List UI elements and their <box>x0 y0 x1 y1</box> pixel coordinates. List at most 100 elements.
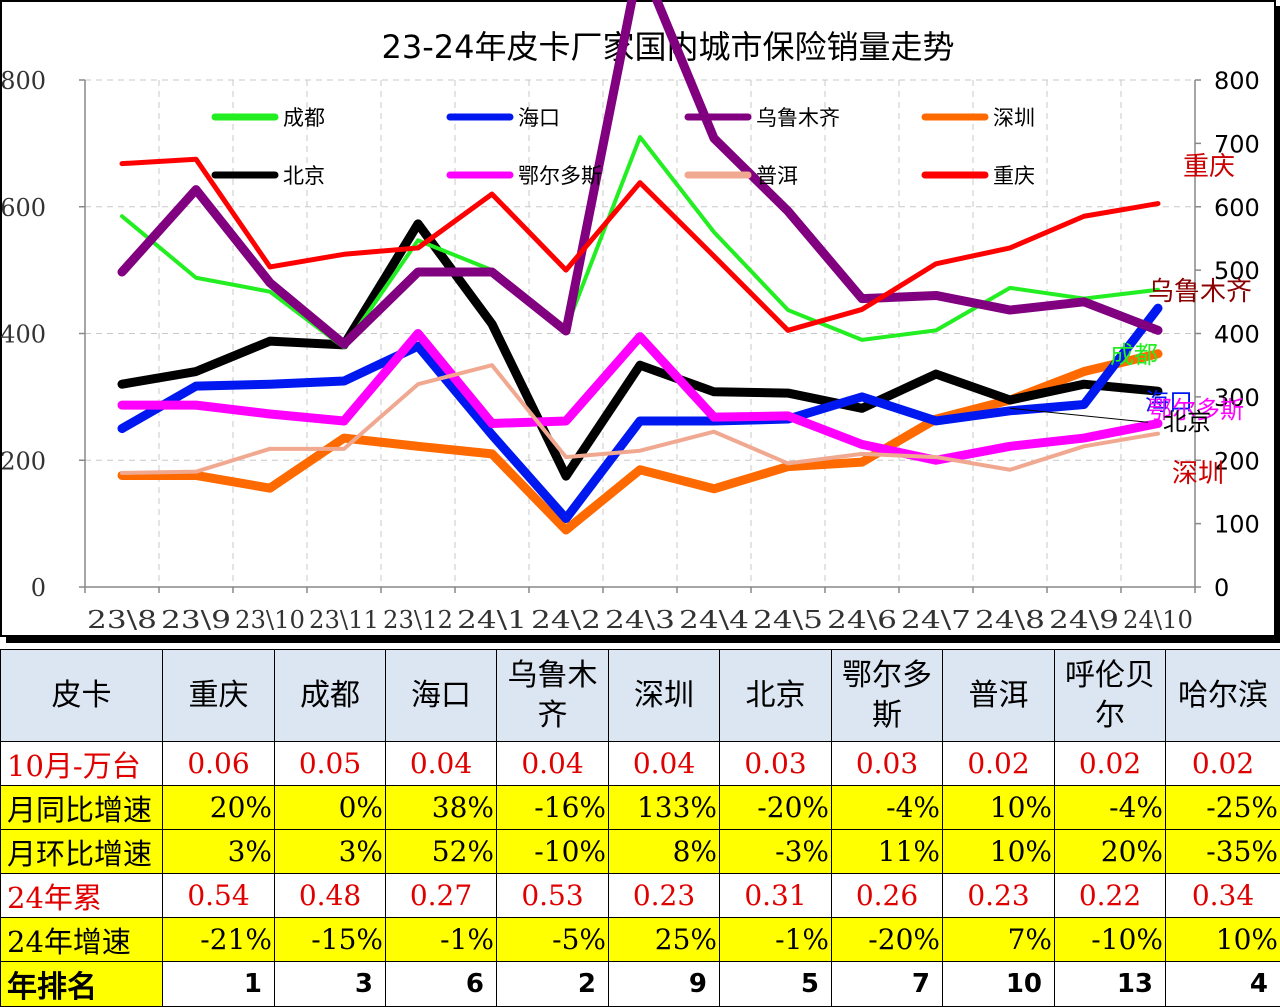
table-cell: 3% <box>275 830 386 874</box>
end-label: 重庆 <box>1183 152 1235 182</box>
x-tick-label: 24\9 <box>1049 606 1119 634</box>
table-cell: 5 <box>720 962 832 1007</box>
table-cell: 25% <box>609 918 720 962</box>
table-cell: 13 <box>1055 962 1166 1007</box>
table-cell: 0.26 <box>832 874 943 918</box>
x-tick-label: 24\4 <box>679 606 749 634</box>
table-cell: 6 <box>386 962 497 1007</box>
header-cell: 鄂尔多斯 <box>832 650 943 742</box>
table-cell: 0.02 <box>943 742 1055 786</box>
x-tick-label: 24\10 <box>1123 606 1193 634</box>
table-cell: -4% <box>832 786 943 830</box>
right-tick-label: 600 <box>1214 194 1260 222</box>
table-cell: 0.06 <box>163 742 275 786</box>
legend-label: 海口 <box>518 106 560 130</box>
end-label: 成都 <box>1110 341 1158 369</box>
series-lines <box>122 0 1158 530</box>
table-cell: 8% <box>609 830 720 874</box>
end-label: 深圳 <box>1172 459 1224 489</box>
x-tick-label: 24\3 <box>605 606 675 634</box>
table-cell: -20% <box>832 918 943 962</box>
x-tick-label: 23\12 <box>383 606 453 634</box>
table-cell: 0.22 <box>1055 874 1166 918</box>
table-cell: 9 <box>609 962 720 1007</box>
table-cell: -20% <box>720 786 832 830</box>
row-label: 月同比增速 <box>1 786 163 830</box>
table-cell: 0.04 <box>386 742 497 786</box>
table-cell: 0.02 <box>1166 742 1280 786</box>
line-chart: 23-24年皮卡厂家国内城市保险销量走势 0200400600800010020… <box>0 0 1276 637</box>
x-tick-label: 24\7 <box>901 606 971 634</box>
header-cell: 呼伦贝尔 <box>1055 650 1166 742</box>
header-cell: 北京 <box>720 650 832 742</box>
table-cell: -25% <box>1166 786 1280 830</box>
table-cell: 0.53 <box>497 874 609 918</box>
legend-label: 乌鲁木齐 <box>756 106 840 130</box>
table-cell: 3% <box>163 830 275 874</box>
header-cell: 重庆 <box>163 650 275 742</box>
end-label: 北京 <box>1163 408 1211 436</box>
beijing-leader-line <box>1010 408 1148 422</box>
table-cell: -16% <box>497 786 609 830</box>
table-cell: 0.03 <box>832 742 943 786</box>
table-cell: 7 <box>832 962 943 1007</box>
table-cell: 0.05 <box>275 742 386 786</box>
table-cell: 10% <box>943 830 1055 874</box>
table-cell: 1 <box>163 962 275 1007</box>
table-cell: 38% <box>386 786 497 830</box>
table-cell: 10% <box>1166 918 1280 962</box>
table-cell: -1% <box>386 918 497 962</box>
legend-label: 鄂尔多斯 <box>518 164 602 188</box>
table-cell: -4% <box>1055 786 1166 830</box>
left-tick-label: 600 <box>0 194 46 222</box>
right-tick-label: 400 <box>1214 321 1260 349</box>
x-tick-label: 23\10 <box>235 606 305 634</box>
table-cell: 0.34 <box>1166 874 1280 918</box>
x-tick-label: 24\6 <box>827 606 897 634</box>
table-row: 24年增速-21%-15%-1%-5%25%-1%-20%7%-10%10% <box>1 918 1280 962</box>
table-cell: 0.23 <box>609 874 720 918</box>
table-cell: -10% <box>1055 918 1166 962</box>
table-cell: -35% <box>1166 830 1280 874</box>
left-tick-label: 800 <box>0 67 46 95</box>
header-cell: 乌鲁木齐 <box>497 650 609 742</box>
header-cell: 皮卡 <box>1 650 163 742</box>
left-tick-label: 400 <box>0 321 46 349</box>
table-cell: 7% <box>943 918 1055 962</box>
table-cell: -15% <box>275 918 386 962</box>
table-cell: 2 <box>497 962 609 1007</box>
left-tick-label: 200 <box>0 447 46 475</box>
table-cell: -3% <box>720 830 832 874</box>
x-tick-label: 24\8 <box>975 606 1045 634</box>
series-line-北京 <box>122 224 1158 476</box>
x-tick-label: 24\1 <box>457 606 527 634</box>
table-cell: 0.48 <box>275 874 386 918</box>
x-tick-label: 23\11 <box>309 606 379 634</box>
table-cell: -5% <box>497 918 609 962</box>
header-cell: 哈尔滨 <box>1166 650 1280 742</box>
right-tick-label: 0 <box>1214 574 1229 602</box>
table-cell: 0.04 <box>497 742 609 786</box>
legend-label: 深圳 <box>993 106 1035 130</box>
x-tick-label: 23\8 <box>87 606 157 634</box>
table-cell: 0% <box>275 786 386 830</box>
table-cell: 20% <box>163 786 275 830</box>
right-tick-label: 800 <box>1214 67 1260 95</box>
table-cell: 133% <box>609 786 720 830</box>
legend-label: 北京 <box>283 164 325 188</box>
end-label: 乌鲁木齐 <box>1148 277 1252 307</box>
table-cell: -21% <box>163 918 275 962</box>
header-cell: 深圳 <box>609 650 720 742</box>
table-header-row: 皮卡重庆成都海口乌鲁木齐深圳北京鄂尔多斯普洱呼伦贝尔哈尔滨 <box>1 650 1280 742</box>
row-label: 24年增速 <box>1 918 163 962</box>
left-tick-label: 0 <box>31 574 46 602</box>
x-tick-label: 24\2 <box>531 606 601 634</box>
x-tick-label: 23\9 <box>161 606 231 634</box>
header-cell: 海口 <box>386 650 497 742</box>
table-cell: -1% <box>720 918 832 962</box>
